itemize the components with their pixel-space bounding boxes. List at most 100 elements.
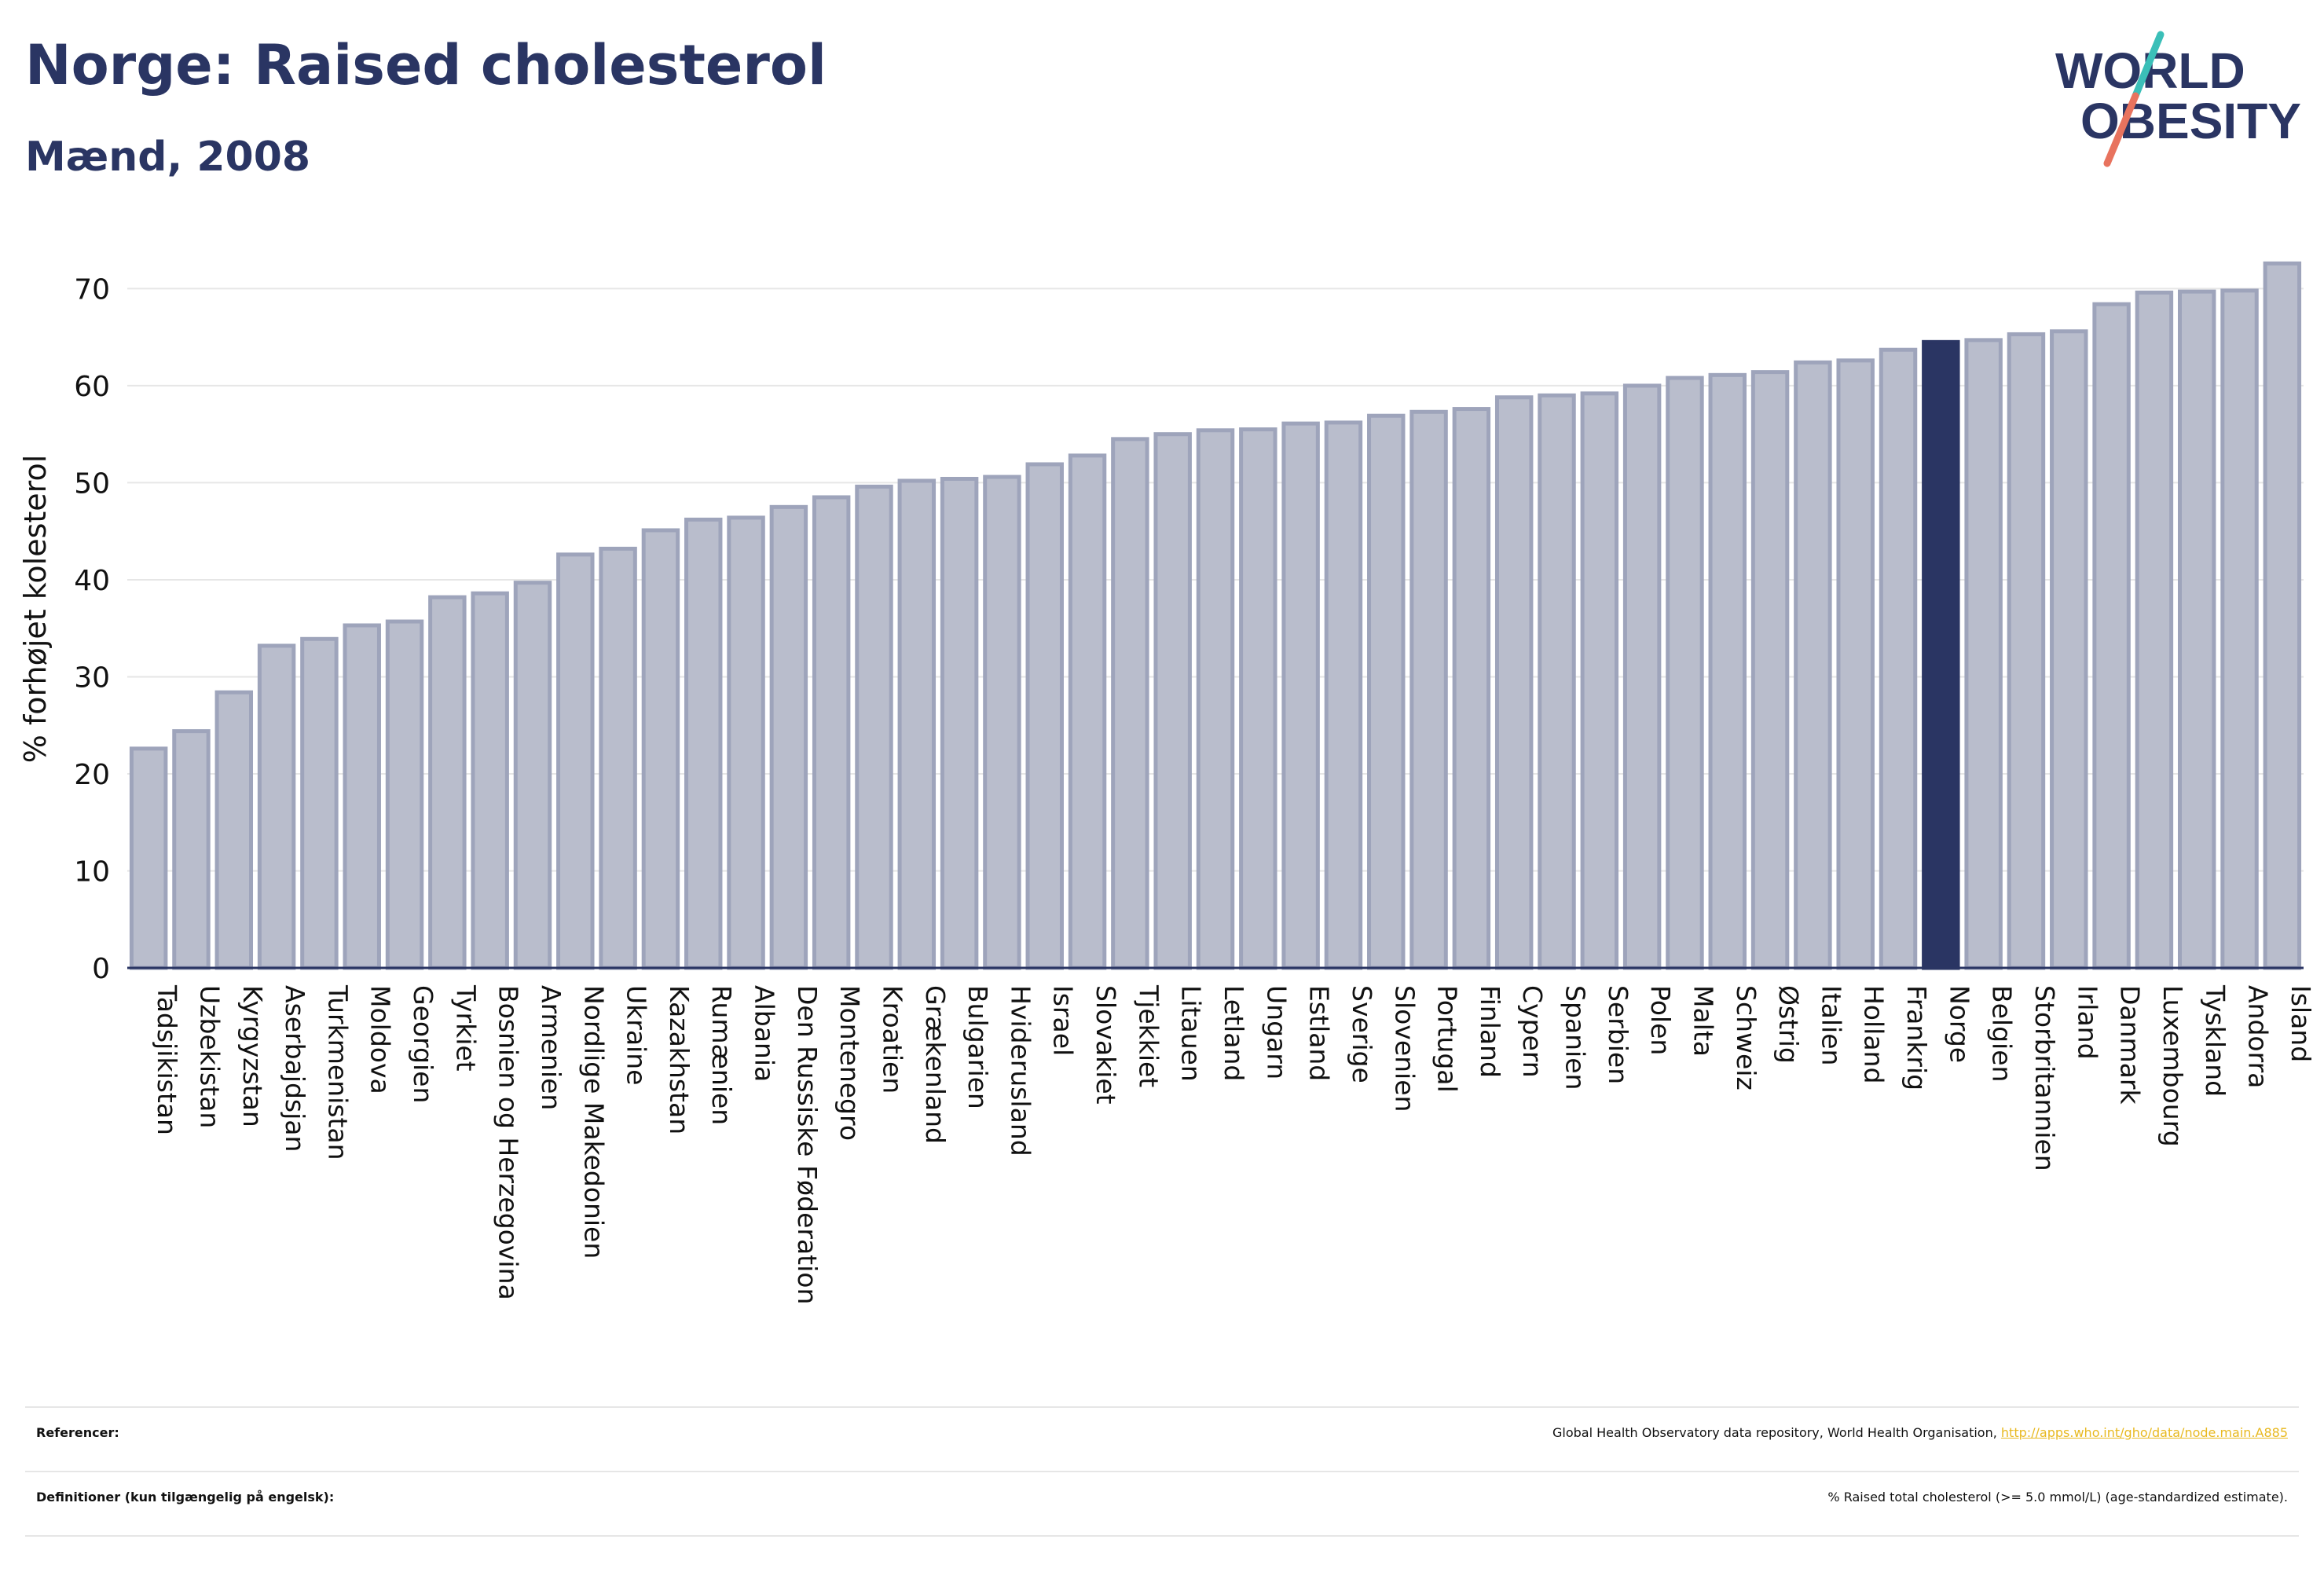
bar [1452,407,1491,970]
bar [940,476,979,970]
x-tick-label: Litauen [1176,985,1207,1082]
x-tick-label: Tadsjikistan [152,984,182,1135]
x-tick-label: Armenien [536,985,566,1110]
y-tick-label: 50 [74,467,110,500]
x-tick-label: Estland [1304,985,1335,1081]
x-tick-label: Den Russiske Føderation [792,985,823,1304]
bar [1836,358,1875,970]
x-tick-label: Malta [1688,985,1718,1057]
axes: 0 10 20 30 40 50 60 70 Tadsjikistan Uzbekistan Kyr… [74,273,2316,1304]
chart-subtitle: Mænd, 2008 [25,134,311,181]
bar-highlight [1922,339,1960,970]
x-tick-label: Island [2286,985,2316,1062]
x-tick-label: Østrig [1773,985,1804,1064]
x-tick-label: Israel [1048,985,1079,1056]
references-link[interactable]: http://apps.who.int/gho/data/node.main.A… [2000,1425,2288,1440]
x-tick-label: Irland [2072,985,2102,1060]
references-text: Global Health Observatory data repositor… [1552,1425,2001,1440]
bar [1153,432,1192,970]
x-tick-label: Uzbekistan [194,985,225,1128]
logo-slash-teal [2132,31,2165,100]
bar [1111,437,1149,970]
bar [599,546,637,970]
references-value: Global Health Observatory data repositor… [1552,1425,2288,1440]
x-tick-label: Ungarn [1261,985,1292,1079]
bar [2263,261,2302,970]
bar [1409,409,1448,970]
bar [2092,302,2131,970]
bar [471,591,509,970]
x-tick-label: Schweiz [1731,985,1761,1090]
bar [769,504,808,970]
y-tick-label: 40 [74,565,110,597]
bar [1281,421,1320,970]
x-tick-label: Luxembourg [2157,985,2188,1147]
x-tick-label: Spanien [1560,985,1591,1090]
bar [2050,329,2088,970]
chart-title: Norge: Raised cholesterol [25,33,827,97]
x-tick-label: Kroatien [877,985,907,1094]
x-tick-label: Danmark [2115,985,2146,1105]
y-tick-label: 20 [74,759,110,791]
bar [1196,428,1235,970]
bar [172,729,211,970]
x-tick-label: Slovenien [1389,985,1420,1112]
bar [129,746,168,970]
bar [257,643,296,970]
y-tick-label: 30 [74,662,110,694]
bar [983,475,1021,970]
bar [727,515,765,970]
bar [2177,289,2216,970]
bar [1622,383,1662,970]
bar [1367,413,1406,970]
bar [1580,391,1619,970]
bar [428,595,467,970]
bar [1879,347,1918,970]
bar [1324,420,1363,970]
x-tick-label: Holland [1859,985,1890,1083]
bars [129,261,2302,970]
bar [1025,462,1064,970]
x-tick-label: Rumænien [706,985,737,1125]
x-tick-label: Moldova [365,985,396,1094]
references-label: Referencer: [36,1425,119,1440]
bar [812,495,851,970]
bar [897,478,937,970]
bar [1750,370,1790,970]
x-tick-label: Norge [1944,985,1974,1063]
x-tick-label: Tyskland [2200,984,2231,1097]
bar [513,581,552,970]
x-tick-label: Portugal [1432,985,1463,1093]
definitions-value: % Raised total cholesterol (>= 5.0 mmol/… [1827,1490,2288,1505]
x-tick-label: Polen [1645,985,1676,1055]
bar [1666,376,1704,970]
x-tick-label: Ukraine [621,985,652,1085]
definitions-label: Definitioner (kun tilgængelig på engelsk… [36,1490,335,1505]
footer-references: Referencer: Global Health Observatory da… [25,1406,2299,1472]
x-tick-label: Georgien [408,985,438,1103]
bar [855,484,893,970]
x-tick-label: Hviderusland [1005,985,1036,1156]
bar [556,552,595,970]
bar-chart: 0 10 20 30 40 50 60 70 Tadsjikistan Uzbekistan Kyr… [18,261,2316,1304]
x-tick-label: Belgien [1987,985,2018,1082]
bar [1494,395,1534,970]
footer-divider [25,1535,2299,1537]
x-tick-label: Sverige [1347,985,1377,1083]
bar [2007,332,2046,970]
x-tick-label: Tyrkiet [450,984,481,1072]
bar [214,690,254,970]
world-obesity-logo: WORLD OBESITY [2055,31,2301,167]
x-tick-label: Bulgarien [962,985,993,1109]
bar [1794,360,1832,970]
x-tick-label: Italien [1816,985,1846,1065]
y-tick-label: 70 [74,273,110,306]
x-tick-label: Kazakhstan [664,985,695,1134]
x-tick-label: Aserbajdsjan [280,985,310,1152]
x-tick-label: Storbritannien [2029,985,2060,1171]
x-tick-label: Bosnien og Herzegovina [493,985,524,1300]
bar [1239,427,1277,970]
x-tick-label: Slovakiet [1091,985,1121,1105]
logo-slash-coral [2103,92,2139,167]
bar [1708,372,1747,970]
